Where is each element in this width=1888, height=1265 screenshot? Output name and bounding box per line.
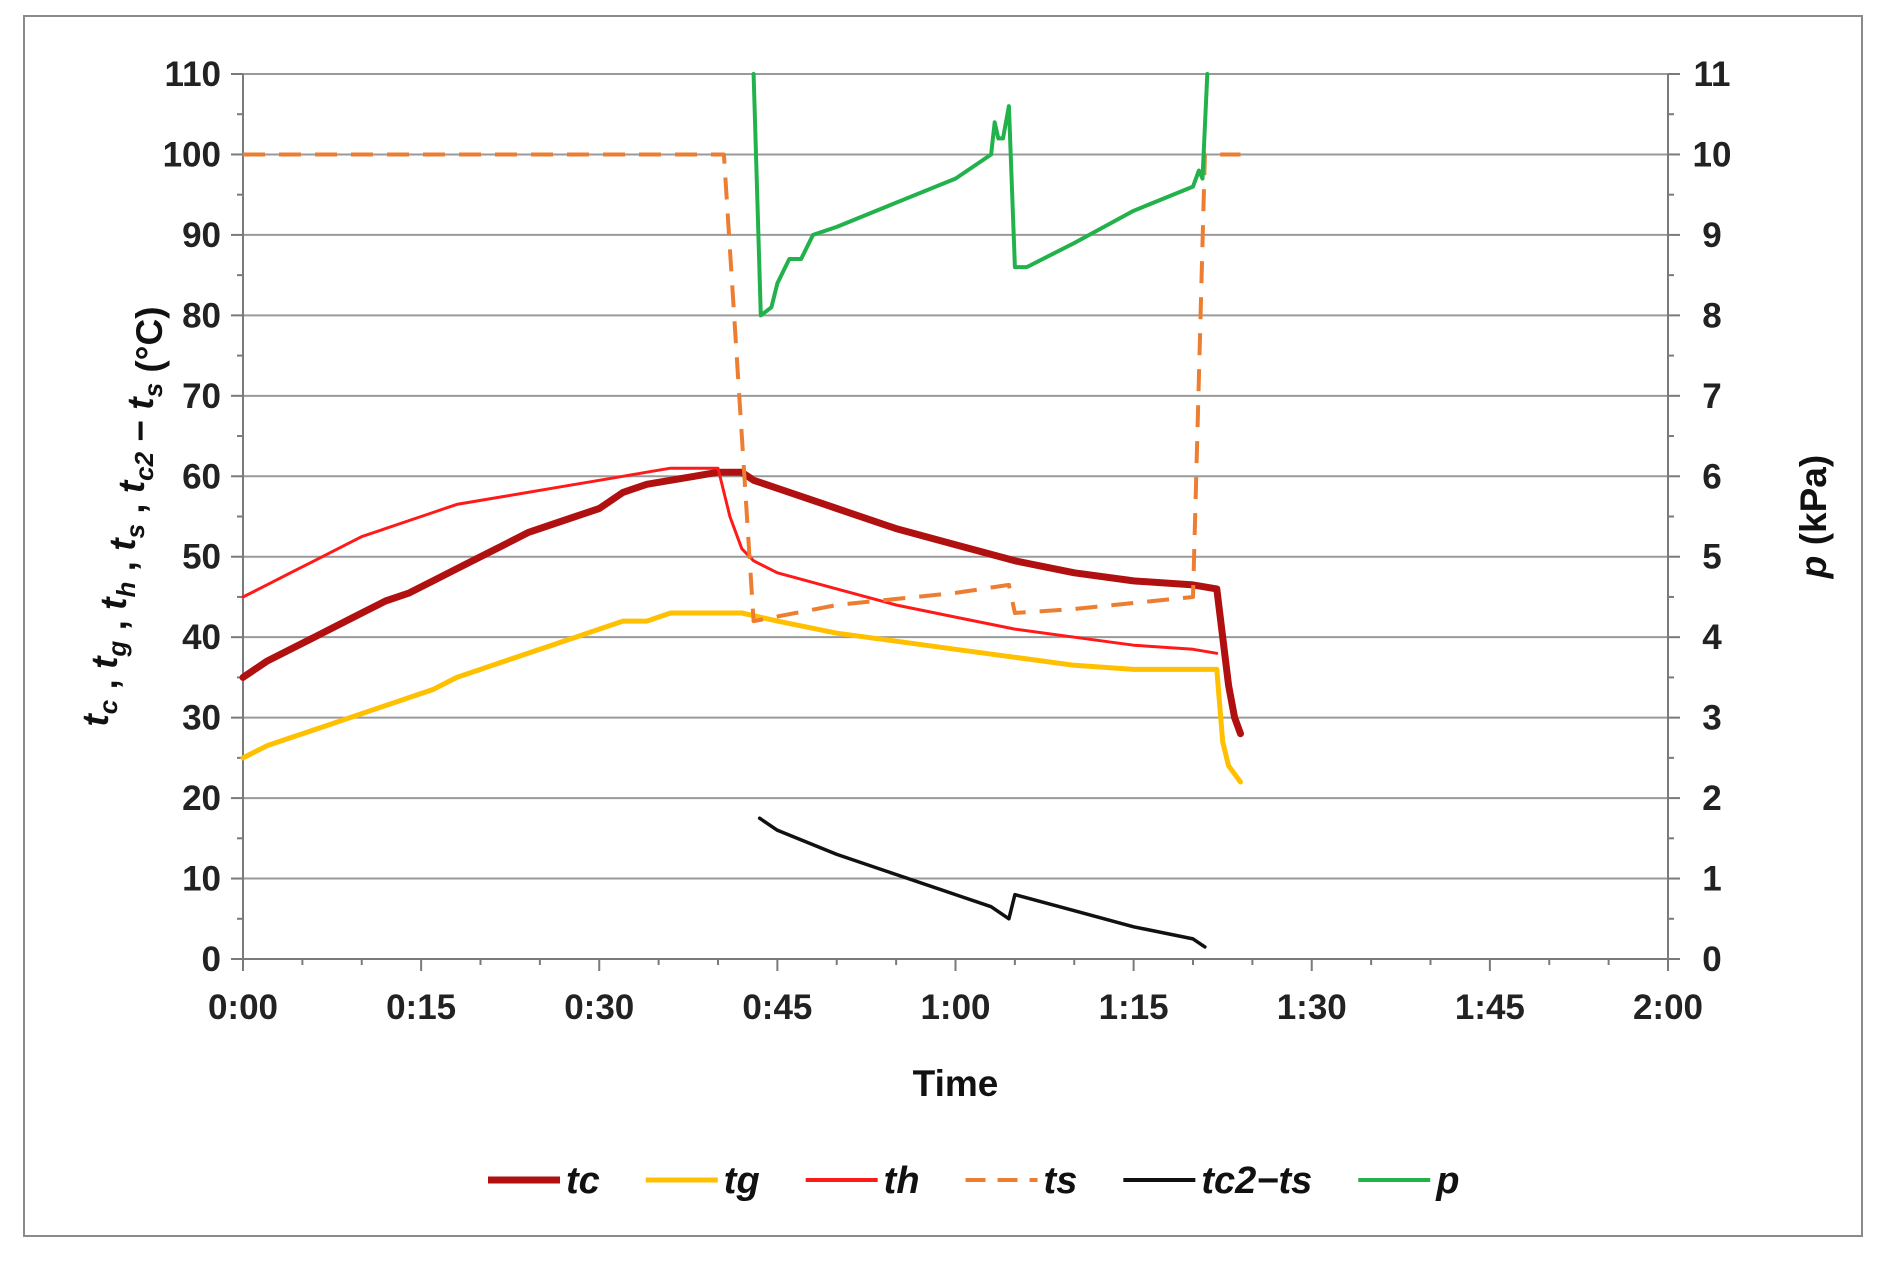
y-tick-label: 70 [182,377,221,416]
y-tick-label: 110 [165,55,221,94]
chart-frame [23,15,1863,1237]
x-tick-label: 2:00 [1633,988,1703,1027]
x-tick-label: 1:00 [920,988,990,1027]
y-tick-label: 30 [182,699,221,738]
y2-tick-label: 7 [1702,377,1721,416]
y-axis-title: tc , tg , th , ts , tc2 − ts (°C) [75,306,170,726]
legend-label: p [1435,1160,1459,1202]
y2-tick-label: 3 [1702,699,1721,738]
y-tick-label: 90 [182,216,221,255]
y-tick-label: 10 [182,860,221,899]
y2-tick-label: 5 [1702,538,1721,577]
series-line-tg [240,610,1243,785]
legend: tc tg th ts tc2−ts p [488,1160,1459,1202]
series-line-ts [243,152,1241,624]
series-line-p [751,72,1210,318]
series-line-tc2-ts [757,816,1207,949]
y2-tick-label: 2 [1702,779,1721,818]
y-tick-label: 100 [163,135,221,174]
y2-tick-label: 1 [1702,860,1721,899]
y-tick-label: 20 [182,779,221,818]
y2-tick-label: 9 [1702,216,1721,255]
legend-label: tg [724,1160,760,1202]
x-tick-label: 1:45 [1455,988,1525,1027]
y2-tick-label: 10 [1693,135,1732,174]
y2-tick-label: 0 [1702,940,1721,979]
y-tick-label: 0 [202,940,221,979]
y2-tick-label: 4 [1702,618,1722,657]
y2-axis-title: p (kPa) [1793,455,1834,579]
x-tick-label: 1:15 [1099,988,1169,1027]
y-tick-label: 40 [182,618,221,657]
x-tick-label: 0:15 [386,988,456,1027]
series-line-th [241,466,1219,655]
y-tick-label: 80 [182,296,221,335]
y2-tick-label: 11 [1694,55,1731,94]
legend-label: tc [566,1160,600,1202]
y-tick-label: 50 [182,538,221,577]
x-tick-label: 0:00 [208,988,278,1027]
y2-tick-label: 8 [1702,296,1721,335]
y-tick-label: 60 [182,457,221,496]
x-tick-label: 1:30 [1277,988,1347,1027]
tick-labels: 0 10 20 30 40 50 60 70 80 90 100 110 0 1 2 3 4 5 6 7 8 9 10 11 0… [163,55,1732,1027]
series-line-tc [239,468,1244,738]
x-axis-title: Time [913,1063,999,1104]
x-tick-label: 0:45 [742,988,812,1027]
series-lines [239,72,1244,949]
x-tick-label: 0:30 [564,988,634,1027]
y2-tick-label: 6 [1702,457,1721,496]
legend-label: ts [1044,1160,1078,1202]
legend-label: tc2−ts [1201,1160,1312,1202]
legend-label: th [884,1160,920,1202]
